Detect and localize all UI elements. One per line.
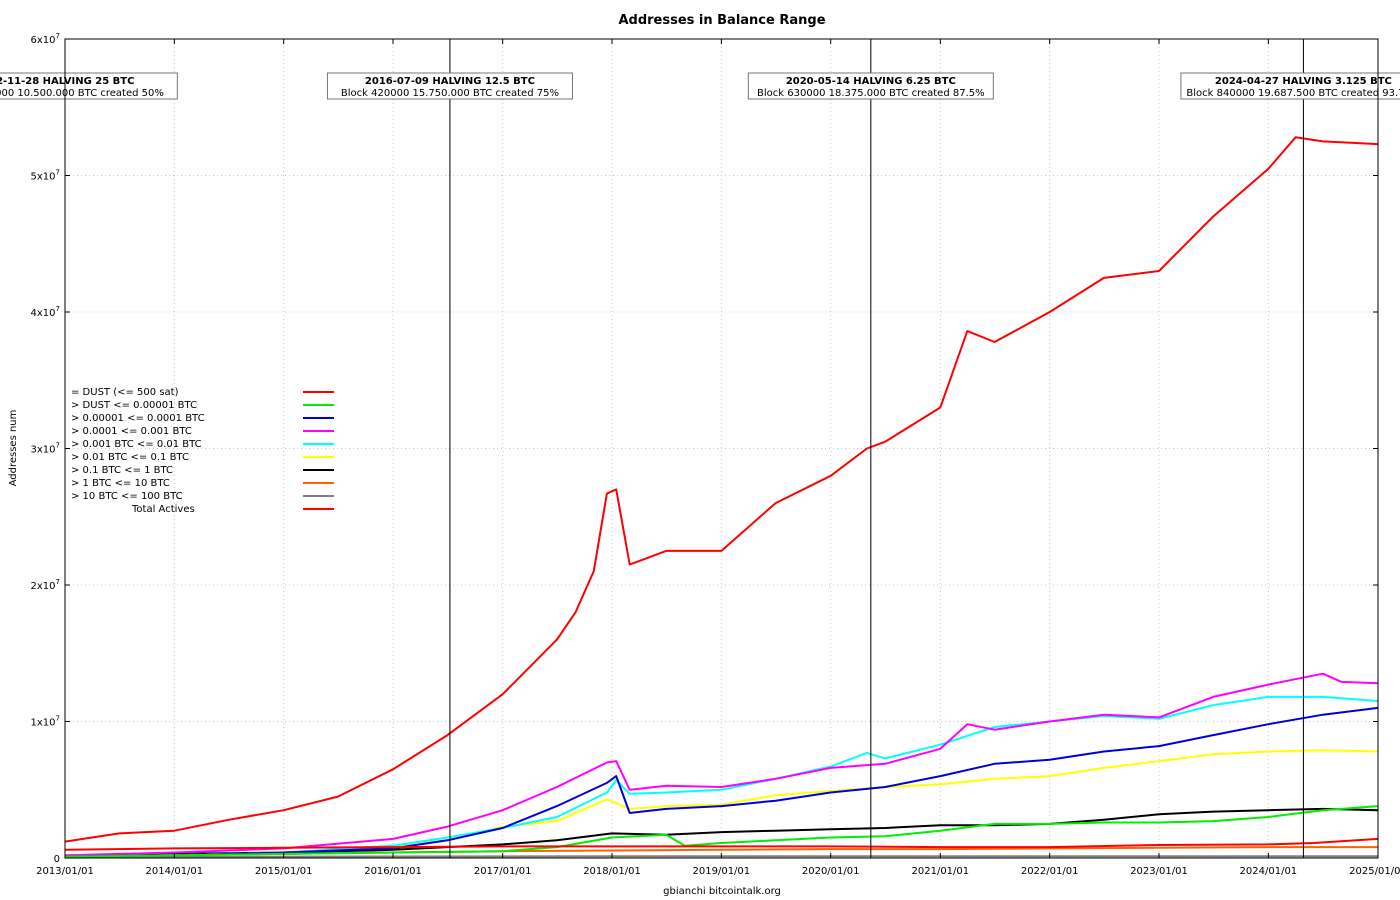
halving-box <box>326 72 573 100</box>
legend-label: > 0.00001 <= 0.0001 BTC <box>71 413 205 424</box>
legend-label: Total Actives <box>131 504 195 515</box>
y-tick-label: 3x107 <box>31 442 60 456</box>
x-tick-label: 2023/01/01 <box>1130 866 1188 877</box>
halving-label: 2024-04-27 HALVING 3.125 BTC <box>1215 76 1392 87</box>
grid-layer <box>65 39 1378 858</box>
chart-title: Addresses in Balance Range <box>618 13 825 28</box>
y-tick-label: 6x107 <box>31 32 60 46</box>
legend-label: > 0.001 BTC <= 0.01 BTC <box>71 439 202 450</box>
x-tick-label: 2024/01/01 <box>1240 866 1298 877</box>
halving-label: 2012-11-28 HALVING 25 BTC <box>0 76 134 87</box>
x-tick-label: 2017/01/01 <box>474 866 532 877</box>
y-tick-label: 2x107 <box>31 578 60 592</box>
x-tick-label: 2013/01/01 <box>36 866 94 877</box>
halving-box <box>0 72 178 100</box>
legend-label: = DUST (<= 500 sat) <box>71 387 179 398</box>
series-line <box>64 805 1379 858</box>
series-line <box>64 706 1379 858</box>
x-tick-label: 2014/01/01 <box>146 866 204 877</box>
legend-label: > 0.01 BTC <= 0.1 BTC <box>71 452 189 463</box>
halving-label: 2016-07-09 HALVING 12.5 BTC <box>365 76 535 87</box>
legend-label: > 1 BTC <= 10 BTC <box>71 478 170 489</box>
y-tick-label: 0 <box>54 854 60 865</box>
legend-label: > 10 BTC <= 100 BTC <box>71 491 183 502</box>
x-tick-label: 2019/01/01 <box>693 866 751 877</box>
series-line <box>64 136 1379 843</box>
halving-box <box>747 72 994 100</box>
series-layer <box>64 136 1379 859</box>
x-tick-label: 2022/01/01 <box>1021 866 1079 877</box>
legend-layer: = DUST (<= 500 sat) > DUST <= 0.00001 BTC… <box>71 387 334 515</box>
footer-credit: gbianchi bitcointalk.org <box>663 886 781 897</box>
legend-label: > DUST <= 0.00001 BTC <box>71 400 197 411</box>
legend-label: > 0.0001 <= 0.001 BTC <box>71 426 192 437</box>
halving-detail: Block 630000 18.375.000 BTC created 87.5… <box>757 88 985 99</box>
legend-label: > 0.1 BTC <= 1 BTC <box>71 465 173 476</box>
halving-label: 2020-05-14 HALVING 6.25 BTC <box>786 76 956 87</box>
x-tick-label: 2016/01/01 <box>364 866 422 877</box>
x-tick-label: 2018/01/01 <box>583 866 641 877</box>
y-tick-label: 4x107 <box>31 305 60 319</box>
y-tick-label: 1x107 <box>31 715 60 729</box>
x-tick-label: 2015/01/01 <box>255 866 313 877</box>
x-tick-label: 2020/01/01 <box>802 866 860 877</box>
x-tick-label: 2021/01/01 <box>912 866 970 877</box>
x-tick-label: 2025/01/01 <box>1349 866 1400 877</box>
halving-detail: Block 210000 10.500.000 BTC created 50% <box>0 88 164 99</box>
plot-border <box>64 38 1379 859</box>
series-line <box>64 672 1379 857</box>
series-line <box>64 837 1379 851</box>
halving-detail: Block 840000 19.687.500 BTC created 93.7… <box>1186 88 1400 99</box>
halving-box <box>1180 72 1400 100</box>
halving-detail: Block 420000 15.750.000 BTC created 75% <box>341 88 559 99</box>
y-axis-label: Addresses num <box>8 410 19 487</box>
y-tick-label: 5x107 <box>31 169 60 183</box>
axes-layer: 2013/01/01 2014/01/01 2015/01/01 2016/01/01… <box>31 32 1400 877</box>
series-line <box>64 807 1379 858</box>
